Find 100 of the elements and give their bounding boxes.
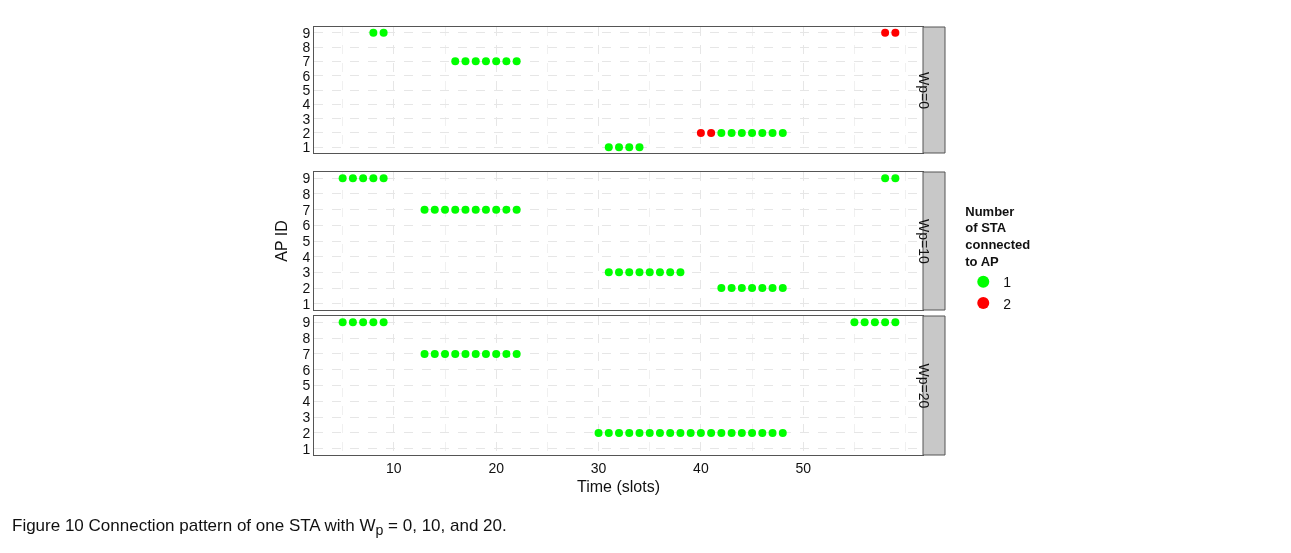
- point: [768, 428, 777, 437]
- point: [461, 57, 470, 66]
- x-tick-label: 10: [386, 459, 402, 476]
- point: [379, 318, 388, 327]
- point: [420, 349, 429, 358]
- point: [369, 28, 378, 37]
- y-tick-label: 3: [302, 264, 311, 281]
- point: [512, 205, 521, 214]
- point: [881, 28, 890, 37]
- point: [758, 284, 767, 293]
- point: [676, 268, 685, 277]
- point: [492, 205, 501, 214]
- point: [870, 318, 879, 327]
- point: [717, 284, 726, 293]
- point: [758, 428, 767, 437]
- point: [471, 57, 480, 66]
- y-tick-label: 3: [302, 408, 311, 425]
- point: [348, 318, 357, 327]
- y-tick-label: 8: [302, 38, 311, 55]
- y-tick-label: 3: [302, 110, 311, 127]
- point: [748, 428, 757, 437]
- caption: Figure 10 Connection pattern of one STA with W$_{p}$ = 0, 10, and 20.: [12, 516, 507, 539]
- point: [604, 268, 613, 277]
- x-tick-label: 40: [693, 459, 709, 476]
- y-tick-label: 7: [302, 53, 311, 70]
- y-tick-label: 4: [302, 393, 311, 410]
- point: [707, 128, 716, 137]
- x-tick-label: 30: [590, 459, 607, 476]
- point: [481, 205, 490, 214]
- point: [481, 349, 490, 358]
- point: [441, 205, 450, 214]
- y-tick-label: 8: [302, 185, 311, 202]
- point: [768, 128, 777, 137]
- text: Wp=10: [916, 219, 932, 264]
- point: [594, 428, 603, 437]
- point: [727, 128, 736, 137]
- point: [359, 174, 368, 183]
- point: [645, 428, 654, 437]
- x-axis-title: Time (slots): [577, 478, 660, 496]
- point: [635, 428, 644, 437]
- y-tick-label: 4: [302, 248, 311, 265]
- y-tick-label: 1: [302, 139, 311, 156]
- point: [512, 57, 521, 66]
- point: [379, 28, 388, 37]
- point: [461, 349, 470, 358]
- point: [451, 57, 460, 66]
- point: [471, 205, 480, 214]
- point: [717, 428, 726, 437]
- point: [666, 268, 675, 277]
- point: [492, 57, 501, 66]
- point: [881, 174, 890, 183]
- point: [737, 284, 746, 293]
- point: [737, 128, 746, 137]
- y-tick-label: 6: [302, 361, 311, 378]
- y-tick-label: 7: [302, 201, 311, 218]
- point: [359, 318, 368, 327]
- y-tick-label: 5: [302, 232, 311, 249]
- y-tick-label: 5: [302, 81, 311, 98]
- point: [430, 205, 439, 214]
- point: [481, 57, 490, 66]
- point: [625, 428, 634, 437]
- text: Wp=0: [916, 72, 932, 110]
- point: [748, 128, 757, 137]
- legend-title: Number of STA connected to AP: [965, 203, 1031, 270]
- point: [635, 143, 644, 152]
- point: [727, 428, 736, 437]
- point: [369, 318, 378, 327]
- point: [625, 268, 634, 277]
- y-tick-label: 9: [302, 170, 311, 187]
- point: [604, 428, 613, 437]
- point: [655, 428, 664, 437]
- y-tick-label: 2: [302, 279, 311, 296]
- y-tick-label: 5: [302, 377, 311, 394]
- point: [696, 428, 705, 437]
- y-tick-label: 2: [302, 424, 311, 441]
- point: [850, 318, 859, 327]
- y-tick-label: 6: [302, 217, 311, 234]
- point: [881, 318, 890, 327]
- y-tick-label: 8: [302, 330, 311, 347]
- text: Wp=20: [915, 363, 932, 409]
- legend-label: 2: [1003, 295, 1012, 312]
- point: [379, 174, 388, 183]
- point: [338, 318, 347, 327]
- point: [502, 349, 511, 358]
- point: [748, 284, 757, 293]
- y-tick-label: 2: [302, 124, 311, 141]
- legend-label: 1: [1003, 274, 1012, 291]
- point: [891, 174, 900, 183]
- point: [502, 57, 511, 66]
- point: [348, 174, 357, 183]
- point: [778, 428, 787, 437]
- point: [717, 128, 726, 137]
- point: [615, 268, 624, 277]
- point: [891, 318, 900, 327]
- point: [615, 143, 624, 152]
- point: [768, 284, 777, 293]
- point: [441, 349, 450, 358]
- point: [655, 268, 664, 277]
- point: [512, 349, 521, 358]
- point: [420, 205, 429, 214]
